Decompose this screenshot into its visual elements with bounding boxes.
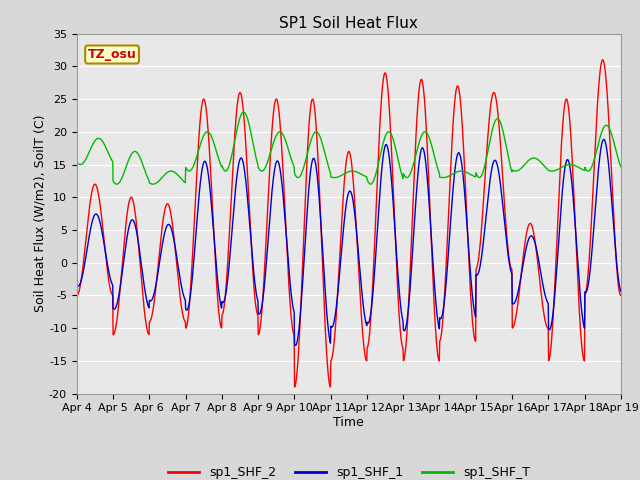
sp1_SHF_2	[194, 152, 202, 158]
sp1_SHF_2	[73, 292, 81, 298]
sp1_SHF_T	[617, 164, 625, 169]
sp1_SHF_2	[434, 349, 442, 355]
sp1_SHF_1	[434, 315, 442, 321]
sp1_SHF_2	[599, 57, 607, 63]
Line: sp1_SHF_2: sp1_SHF_2	[77, 60, 621, 387]
Line: sp1_SHF_1: sp1_SHF_1	[77, 139, 621, 346]
sp1_SHF_1	[617, 288, 625, 294]
sp1_SHF_1	[194, 207, 202, 213]
sp1_SHF_1	[600, 136, 607, 142]
sp1_SHF_T	[367, 181, 374, 187]
sp1_SHF_2	[255, 331, 262, 337]
sp1_SHF_1	[180, 296, 188, 301]
Title: SP1 Soil Heat Flux: SP1 Soil Heat Flux	[280, 16, 418, 31]
sp1_SHF_2	[617, 292, 625, 298]
sp1_SHF_2	[553, 245, 561, 251]
Legend: sp1_SHF_2, sp1_SHF_1, sp1_SHF_T: sp1_SHF_2, sp1_SHF_1, sp1_SHF_T	[163, 461, 535, 480]
Text: TZ_osu: TZ_osu	[88, 48, 136, 61]
X-axis label: Time: Time	[333, 416, 364, 429]
sp1_SHF_2	[180, 318, 188, 324]
sp1_SHF_T	[553, 167, 561, 173]
sp1_SHF_T	[239, 109, 247, 115]
sp1_SHF_T	[505, 157, 513, 163]
sp1_SHF_2	[291, 384, 298, 390]
sp1_SHF_2	[505, 251, 513, 256]
sp1_SHF_1	[291, 343, 299, 348]
sp1_SHF_T	[255, 166, 263, 172]
sp1_SHF_1	[505, 255, 513, 261]
Y-axis label: Soil Heat Flux (W/m2), SoilT (C): Soil Heat Flux (W/m2), SoilT (C)	[33, 115, 46, 312]
sp1_SHF_T	[194, 150, 202, 156]
sp1_SHF_1	[255, 311, 262, 317]
sp1_SHF_T	[180, 179, 188, 185]
sp1_SHF_T	[434, 166, 442, 171]
sp1_SHF_1	[553, 269, 561, 275]
Line: sp1_SHF_T: sp1_SHF_T	[77, 112, 621, 184]
sp1_SHF_1	[73, 283, 81, 288]
sp1_SHF_T	[73, 159, 81, 165]
